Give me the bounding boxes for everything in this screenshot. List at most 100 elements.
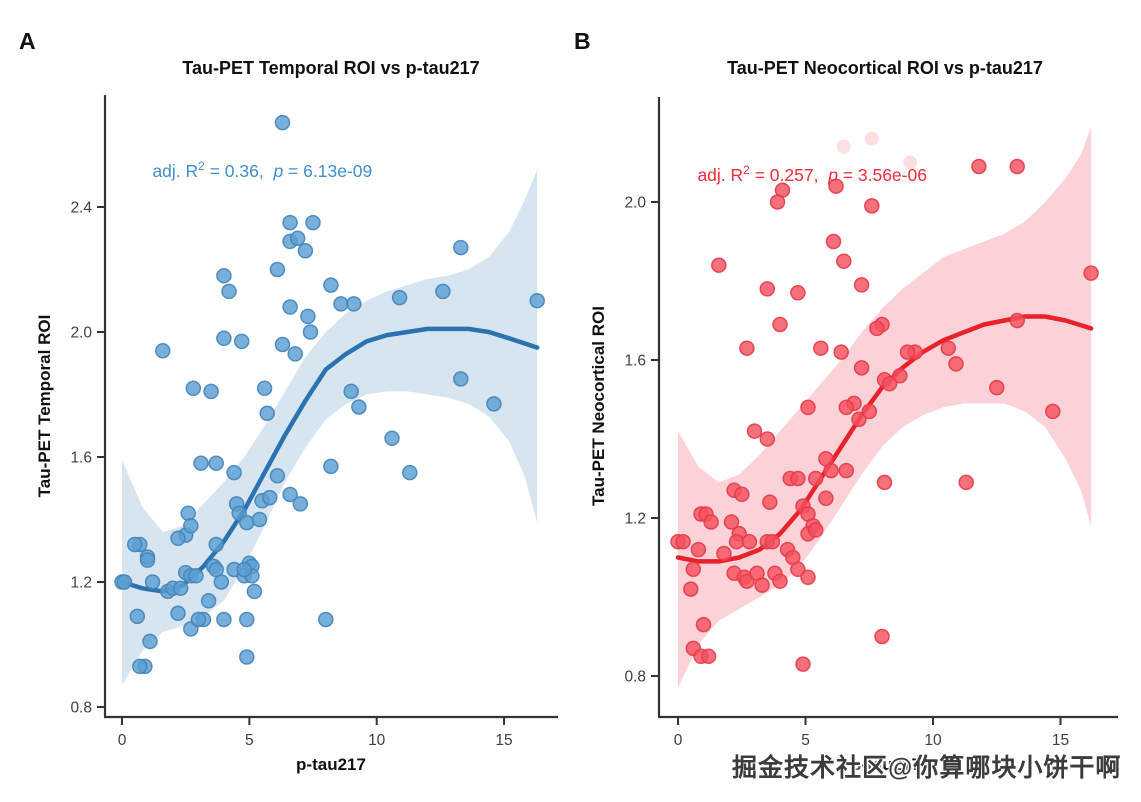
data-point — [208, 536, 224, 553]
data-point — [1083, 265, 1099, 281]
data-point — [971, 158, 987, 175]
x-tick-label: 10 — [924, 732, 942, 749]
data-point — [1009, 158, 1025, 175]
data-point — [239, 649, 255, 665]
data-point — [203, 383, 219, 400]
data-point — [739, 573, 755, 589]
annot-b-mid: = 0.257, — [749, 164, 829, 185]
data-point — [282, 214, 298, 231]
y-tick-label: 1.2 — [70, 575, 92, 592]
data-point — [823, 462, 839, 479]
data-point — [292, 496, 309, 512]
data-point — [185, 380, 202, 397]
data-point — [795, 656, 811, 672]
panel-a-letter: A — [19, 28, 36, 54]
data-point — [282, 486, 298, 503]
data-point — [351, 399, 367, 415]
data-point — [236, 561, 253, 578]
y-tick-label: 0.8 — [70, 700, 92, 717]
data-point — [675, 533, 691, 550]
data-point — [221, 283, 237, 300]
panel-a-title: Tau-PET Temporal ROI vs p-tau217 — [182, 58, 480, 78]
data-point — [305, 214, 321, 231]
data-point — [216, 611, 232, 628]
data-point — [274, 336, 291, 353]
data-point — [853, 277, 870, 293]
data-point — [213, 574, 230, 590]
panel-b-x-axis-label: p-tau217 — [851, 755, 921, 774]
data-point — [683, 581, 699, 597]
data-point — [200, 593, 217, 609]
annot-b-prefix: adj. R — [697, 164, 744, 185]
data-point — [453, 239, 469, 256]
data-point — [233, 333, 250, 350]
data-point — [302, 324, 319, 340]
data-point — [813, 340, 829, 356]
data-point — [685, 561, 702, 578]
data-point — [274, 114, 291, 131]
data-point — [208, 455, 224, 471]
x-tick-label: 0 — [674, 732, 683, 749]
data-point — [216, 267, 232, 284]
data-point — [723, 514, 740, 530]
data-point — [864, 198, 880, 214]
data-point-faint — [864, 131, 879, 146]
data-point — [790, 285, 806, 301]
data-point — [126, 536, 143, 553]
data-point — [190, 611, 207, 628]
panel-a-y-axis-label: Tau-PET Temporal ROI — [35, 314, 54, 498]
data-point — [193, 455, 209, 471]
data-point — [297, 243, 314, 259]
data-point — [892, 368, 908, 384]
y-tick-label: 2.0 — [624, 195, 646, 212]
data-point — [899, 344, 916, 360]
data-point — [343, 383, 359, 400]
data-point — [318, 611, 334, 628]
data-point — [132, 658, 148, 675]
data-point — [759, 431, 776, 447]
x-tick-label: 0 — [118, 732, 127, 749]
data-point — [769, 194, 786, 210]
y-tick-label: 1.6 — [624, 353, 646, 370]
data-point — [695, 616, 712, 633]
data-point — [391, 289, 408, 306]
data-point — [139, 552, 156, 568]
data-point — [800, 569, 816, 586]
x-tick-label: 5 — [245, 732, 254, 749]
data-point — [239, 514, 255, 531]
data-point — [323, 277, 339, 293]
data-point — [790, 470, 806, 487]
y-tick-label: 2.0 — [70, 325, 92, 342]
annot-a-suffix: = 6.13e-09 — [283, 160, 373, 181]
x-tick-label: 5 — [801, 732, 810, 749]
data-point — [435, 283, 451, 300]
data-point — [836, 253, 852, 269]
data-point — [818, 490, 834, 507]
data-point — [948, 356, 964, 372]
y-tick-label: 0.8 — [624, 669, 646, 686]
panel-A-confidence-band — [122, 169, 538, 686]
data-point — [183, 518, 199, 534]
data-point — [269, 468, 286, 484]
annot-a-sup: 2 — [198, 159, 205, 173]
data-point — [800, 399, 816, 416]
data-point — [762, 494, 778, 510]
data-point — [259, 405, 275, 422]
data-point — [851, 411, 867, 428]
data-point — [261, 489, 278, 506]
x-tick-label: 10 — [368, 732, 386, 749]
data-point — [703, 514, 719, 530]
data-point — [300, 308, 316, 325]
data-point — [246, 583, 263, 600]
data-point — [772, 573, 788, 589]
data-point — [453, 371, 469, 387]
data-point — [333, 296, 349, 312]
data-point — [807, 522, 824, 538]
data-point — [807, 470, 824, 487]
data-point — [256, 380, 273, 397]
x-tick-label: 15 — [1052, 732, 1069, 749]
data-point — [402, 464, 418, 481]
data-point — [226, 464, 242, 481]
